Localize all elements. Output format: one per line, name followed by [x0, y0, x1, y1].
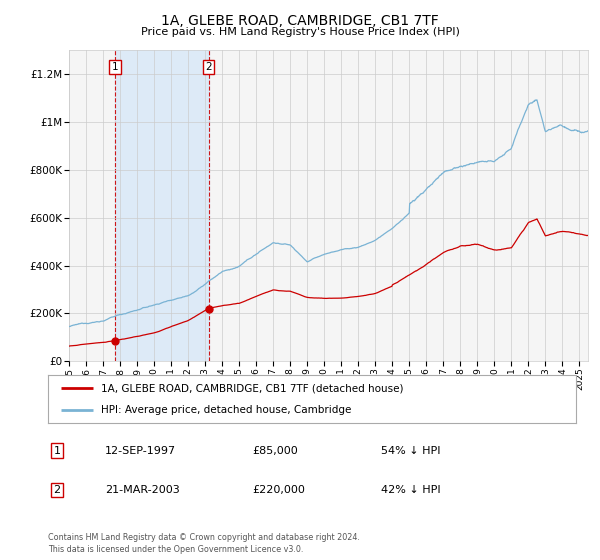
Text: 1A, GLEBE ROAD, CAMBRIDGE, CB1 7TF: 1A, GLEBE ROAD, CAMBRIDGE, CB1 7TF: [161, 14, 439, 28]
Text: 21-MAR-2003: 21-MAR-2003: [105, 485, 180, 495]
Text: £85,000: £85,000: [252, 446, 298, 456]
Text: 1: 1: [53, 446, 61, 456]
Text: Contains HM Land Registry data © Crown copyright and database right 2024.
This d: Contains HM Land Registry data © Crown c…: [48, 533, 360, 554]
Text: 2: 2: [206, 62, 212, 72]
Text: Price paid vs. HM Land Registry's House Price Index (HPI): Price paid vs. HM Land Registry's House …: [140, 27, 460, 37]
Text: HPI: Average price, detached house, Cambridge: HPI: Average price, detached house, Camb…: [101, 405, 351, 415]
Text: 1: 1: [112, 62, 118, 72]
Text: 2: 2: [53, 485, 61, 495]
Text: £220,000: £220,000: [252, 485, 305, 495]
Bar: [115, 50, 209, 361]
Text: 42% ↓ HPI: 42% ↓ HPI: [381, 485, 440, 495]
Text: 54% ↓ HPI: 54% ↓ HPI: [381, 446, 440, 456]
Text: 1A, GLEBE ROAD, CAMBRIDGE, CB1 7TF (detached house): 1A, GLEBE ROAD, CAMBRIDGE, CB1 7TF (deta…: [101, 383, 403, 393]
Text: 12-SEP-1997: 12-SEP-1997: [105, 446, 176, 456]
